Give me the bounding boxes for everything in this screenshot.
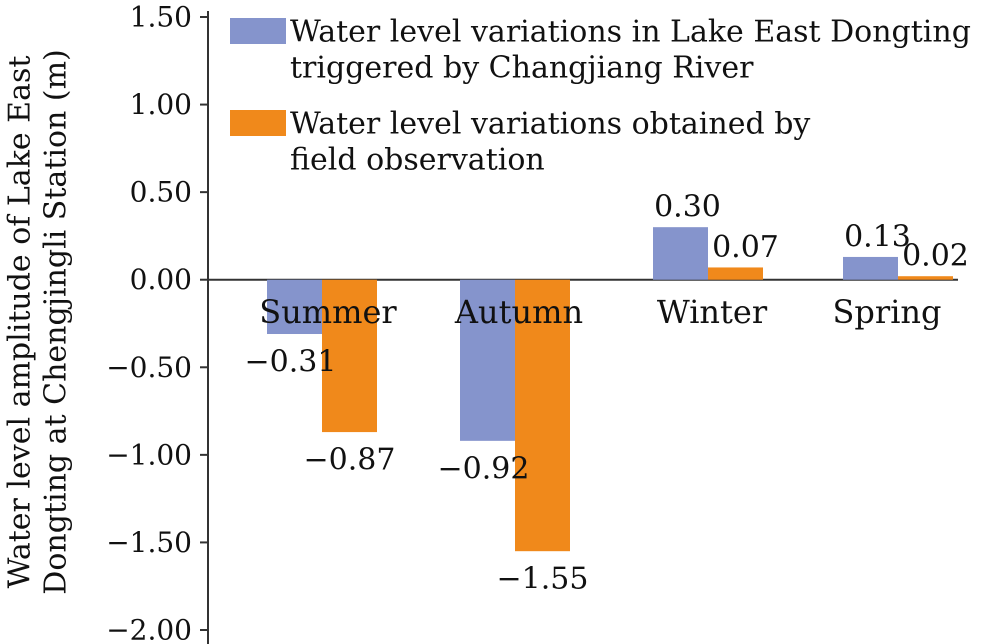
legend: Water level variations in Lake East Dong… <box>230 15 971 178</box>
legend-label: field observation <box>290 143 545 178</box>
legend-label: Water level variations in Lake East Dong… <box>290 15 971 50</box>
data-label: 0.07 <box>712 230 779 265</box>
y-tick-label: −2.00 <box>106 614 192 644</box>
y-axis-title: Water level amplitude of Lake East Dongti… <box>3 49 74 594</box>
bar <box>653 227 708 280</box>
y-tick-label: −1.50 <box>106 526 192 559</box>
bar <box>322 279 377 433</box>
y-axis-title-line: Water level amplitude of Lake East <box>3 56 38 589</box>
y-axis-ticks: 1.50 1.00 0.50 0.00 −0.50 −1.00 −1.50 −2.00 <box>106 1 208 644</box>
bar <box>460 279 515 441</box>
y-tick-label: −1.00 <box>106 438 192 471</box>
data-label: 0.13 <box>844 219 911 254</box>
category-label: Summer <box>259 293 397 331</box>
category-labels: Summer Autumn Winter Spring <box>259 293 941 331</box>
data-label: 0.30 <box>654 190 721 225</box>
bars <box>267 227 953 552</box>
bar <box>515 279 570 552</box>
bar <box>843 256 898 280</box>
data-label: 0.02 <box>902 239 969 274</box>
y-tick-label: 1.00 <box>130 88 192 121</box>
data-label: −0.31 <box>245 345 337 380</box>
category-label: Spring <box>832 293 941 331</box>
legend-swatch <box>230 18 286 44</box>
y-tick-label: 0.00 <box>130 263 192 296</box>
category-label: Autumn <box>454 293 583 331</box>
y-tick-label: 0.50 <box>130 176 192 209</box>
category-label: Winter <box>657 293 768 331</box>
legend-label: Water level variations obtained by <box>290 107 810 142</box>
data-label: −1.55 <box>497 562 589 597</box>
bar <box>898 276 953 280</box>
legend-swatch <box>230 110 286 136</box>
data-label: −0.92 <box>438 451 530 486</box>
data-labels: −0.31 −0.87 −0.92 −1.55 0.30 0.07 0.130.02 <box>245 190 969 597</box>
data-label: −0.87 <box>304 443 396 478</box>
y-tick-label: 1.50 <box>130 1 192 34</box>
y-axis-title-line: Dongting at Chengjingli Station (m) <box>39 49 74 594</box>
y-tick-label: −0.50 <box>106 351 192 384</box>
bar <box>708 267 763 280</box>
bar <box>267 279 322 335</box>
legend-label: triggered by Changjiang River <box>290 51 754 86</box>
